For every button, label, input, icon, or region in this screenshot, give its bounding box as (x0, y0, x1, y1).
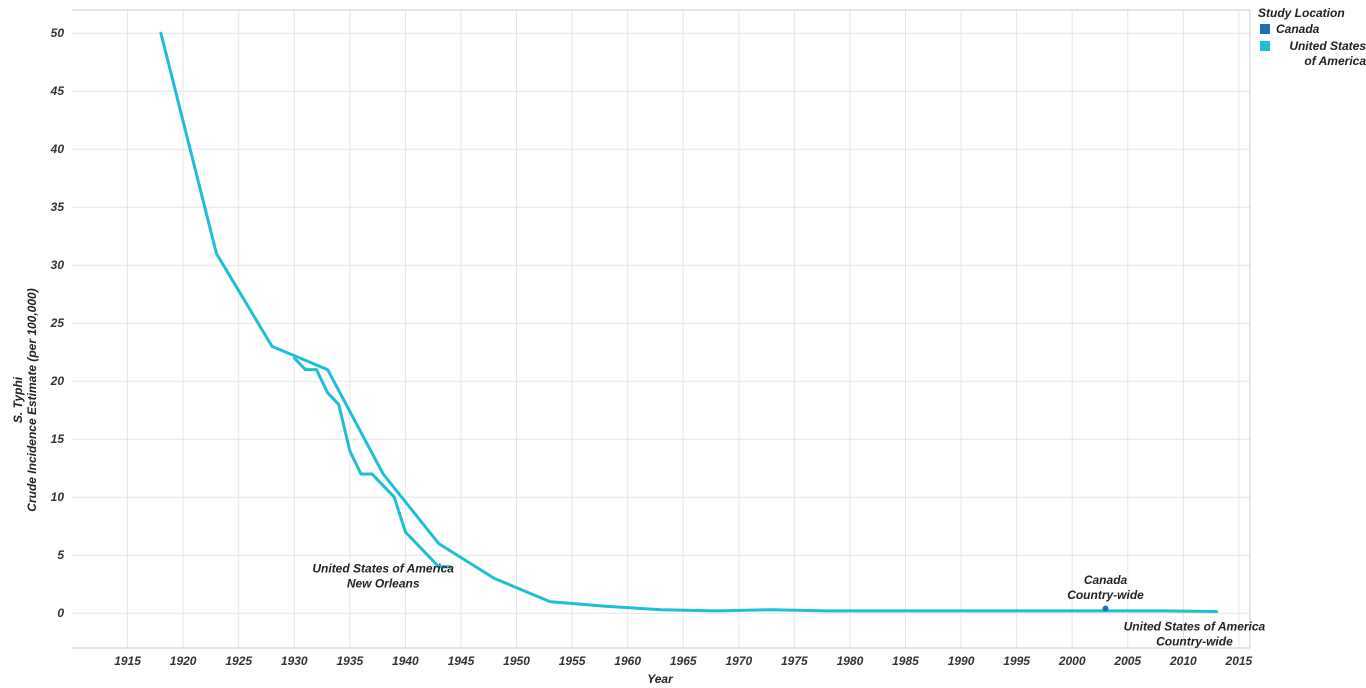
series-line-united-states-of-america-country-wide[interactable] (159, 31, 1219, 613)
x-tick-label: 2000 (1058, 654, 1086, 668)
annotations: United States of America New Orleans Canad… (312, 562, 1265, 649)
y-tick-label: 10 (51, 490, 65, 504)
legend-label-united-states: United States of America (1289, 39, 1366, 68)
y-axis-title-line-1: S. Typhi (11, 376, 25, 423)
x-tick-label: 1945 (448, 654, 475, 668)
y-tick-label: 40 (50, 142, 65, 156)
x-tick-label: 1915 (114, 654, 141, 668)
legend-label-canada: Canada (1276, 22, 1320, 36)
grid-lines (72, 10, 1250, 648)
x-tick-label: 1995 (1003, 654, 1030, 668)
x-tick-label: 1965 (670, 654, 697, 668)
y-tick-label: 15 (51, 432, 65, 446)
annotation-label: Canada Country-wide (1067, 573, 1144, 602)
legend-swatch-canada (1260, 24, 1270, 34)
y-tick-label: 30 (51, 258, 65, 272)
series-lines (159, 31, 1219, 613)
axes: 1915 1920 1925 1930 1935 1940 1945 1950 1955 1960… (50, 9, 1253, 668)
x-tick-label: 1985 (892, 654, 919, 668)
legend-title: Study Location (1258, 6, 1345, 20)
data-point-canada-country-wide[interactable] (1102, 605, 1109, 612)
x-tick-label: 1975 (781, 654, 808, 668)
y-tick-label: 25 (50, 316, 65, 330)
x-tick-label: 2010 (1169, 654, 1197, 668)
legend-item-united-states[interactable]: United States of America (1258, 39, 1366, 69)
x-tick-label: 1920 (170, 654, 197, 668)
legend-swatch-united-states (1260, 41, 1270, 51)
x-tick-label: 2005 (1113, 654, 1141, 668)
x-tick-label: 1950 (503, 654, 530, 668)
annotation-label: United States of America New Orleans (312, 562, 454, 591)
x-tick-label: 1940 (392, 654, 419, 668)
annotation-label: United States of America Country-wide (1124, 620, 1266, 649)
x-tick-label: 2015 (1225, 654, 1253, 668)
x-tick-label: 1935 (336, 654, 363, 668)
y-tick-label: 5 (57, 548, 64, 562)
y-tick-label: 45 (50, 84, 65, 98)
x-axis-title: Year (647, 672, 674, 686)
x-tick-label: 1970 (725, 654, 752, 668)
legend-item-canada[interactable]: Canada (1258, 22, 1366, 37)
x-tick-label: 1925 (225, 654, 252, 668)
x-tick-label: 1960 (614, 654, 641, 668)
y-axis-title-line-2: Crude Incidence Estimate (per 100,000) (25, 288, 39, 511)
y-axis-title: S. Typhi Crude Incidence Estimate (per 1… (11, 288, 39, 511)
y-tick-label: 0 (57, 606, 64, 620)
y-tick-label: 50 (51, 26, 65, 40)
y-tick-label: 35 (51, 200, 65, 214)
series-line-united-states-of-america-new-orleans[interactable] (292, 356, 452, 569)
x-tick-label: 1955 (559, 654, 586, 668)
x-tick-label: 1930 (281, 654, 308, 668)
x-tick-label: 1990 (948, 654, 975, 668)
y-tick-label: 20 (50, 374, 65, 388)
x-tick-label: 1980 (837, 654, 864, 668)
legend: Study Location Canada United States of A… (1258, 6, 1366, 71)
